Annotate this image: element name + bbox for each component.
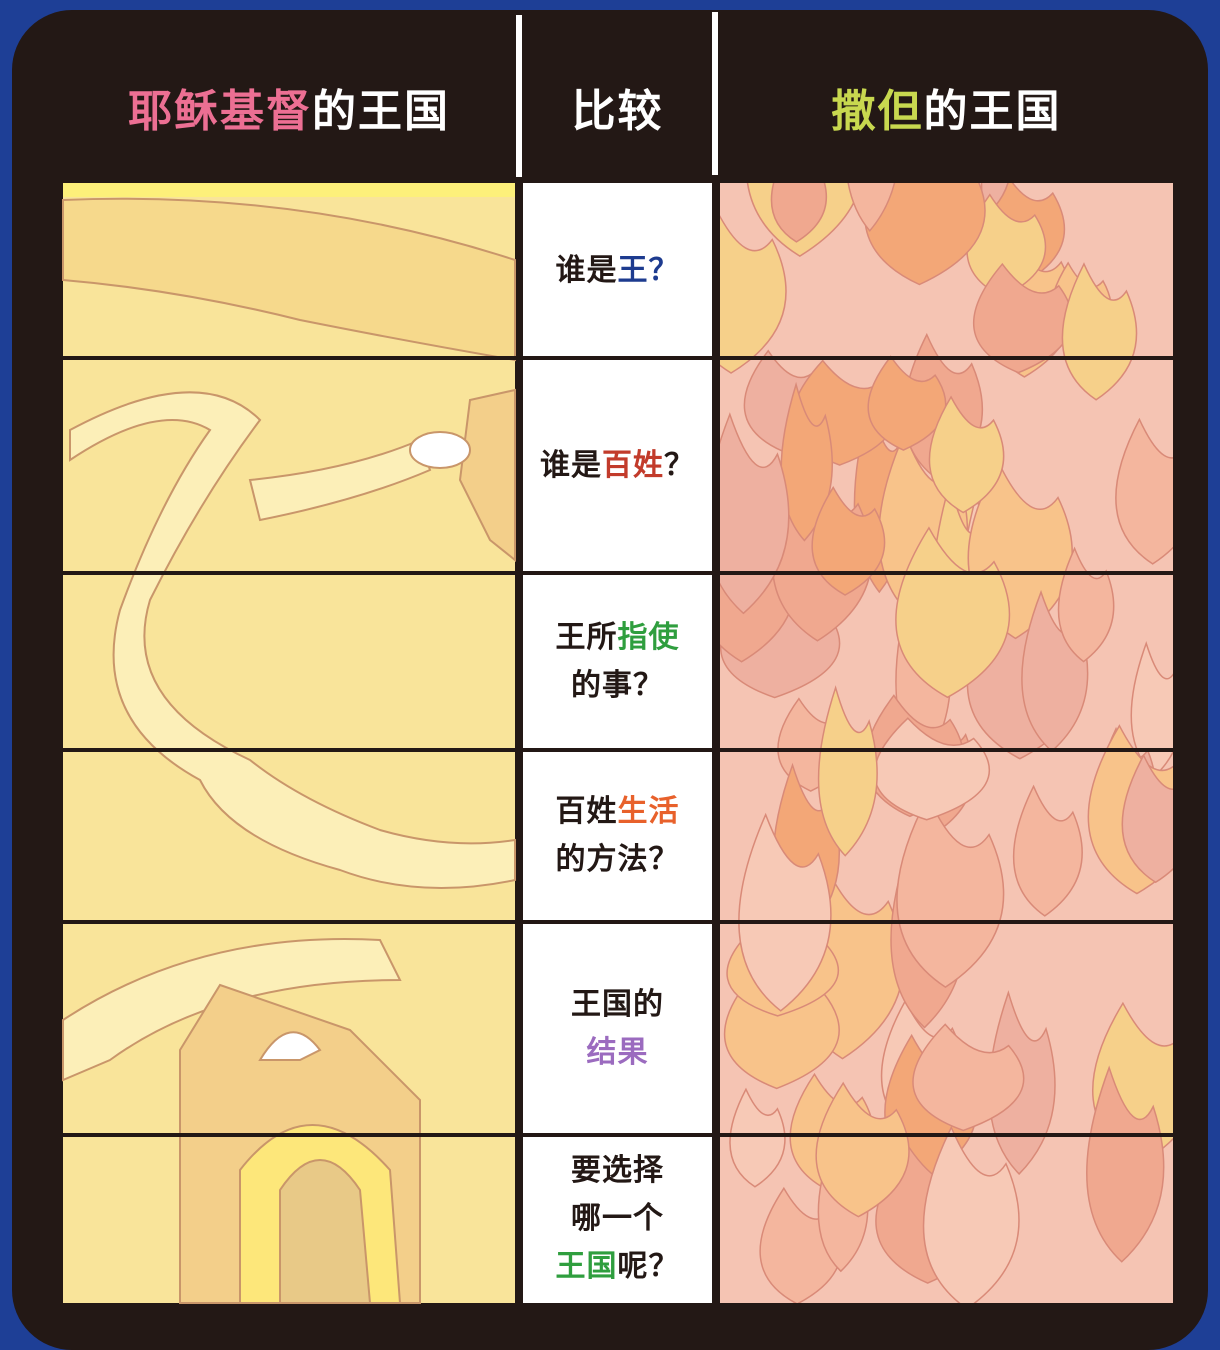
road: [69, 391, 516, 889]
flame: [922, 1125, 1020, 1303]
sky: [63, 183, 515, 197]
text-segment: 王所: [555, 619, 618, 655]
text-segment: 呢？: [617, 1249, 680, 1284]
question-column: [523, 183, 712, 1303]
flame: [1086, 1065, 1165, 1263]
text-segment: 的王国: [923, 86, 1062, 137]
flame: [966, 193, 1047, 298]
text-segment: 结果: [586, 1034, 649, 1070]
flame: [729, 1087, 786, 1188]
flame: [815, 1081, 910, 1218]
gate: [279, 1159, 372, 1304]
tower: [458, 388, 516, 563]
text-segment: 的王国: [312, 86, 450, 137]
text-line: 谁是王？: [556, 247, 680, 295]
text-line: 要选择: [571, 1147, 664, 1195]
text-line: 哪一个: [571, 1195, 664, 1243]
text-segment: 指使: [617, 619, 680, 655]
window: [409, 431, 471, 469]
text-segment: 比较: [571, 86, 664, 137]
road: [248, 438, 432, 522]
text-segment: 王国: [555, 1249, 618, 1284]
column-header: 撒但的王国: [720, 80, 1173, 144]
text-segment: 的方法？: [555, 842, 680, 877]
text-line: 的事？: [571, 662, 664, 710]
question-cell: 王国的 结果: [523, 922, 712, 1135]
question-cell: 谁是王？: [523, 183, 712, 358]
text-line: 结果: [587, 1029, 649, 1077]
text-segment: 要选择: [571, 1153, 664, 1188]
flame: [770, 183, 828, 243]
flame: [738, 812, 832, 1012]
flame: [864, 183, 986, 286]
flame: [817, 685, 878, 857]
column-header: 耶稣基督的王国: [63, 80, 515, 144]
text-line: 王国呢？: [556, 1243, 680, 1291]
flame: [847, 183, 896, 232]
text-segment: 哪一个: [571, 1201, 664, 1236]
text-segment: 百姓: [602, 447, 664, 483]
text-segment: 的事？: [571, 667, 664, 703]
flame: [720, 214, 787, 374]
text-line: 王国的: [571, 981, 664, 1029]
flame: [1012, 784, 1083, 917]
text-segment: 耶稣基督: [128, 86, 312, 137]
road: [62, 938, 402, 1082]
flame: [1061, 262, 1138, 401]
text-segment: 谁是: [555, 252, 618, 288]
flame: [912, 1023, 1025, 1132]
text-segment: ？: [648, 252, 680, 288]
text-line: 百姓生活: [556, 788, 680, 836]
text-segment: 撒但: [831, 86, 924, 137]
text-segment: 生活: [617, 794, 680, 829]
question-cell: 王所指使的事？: [523, 573, 712, 750]
question-cell: 要选择哪一个王国呢？: [523, 1135, 712, 1303]
flame: [1130, 641, 1173, 778]
text-line: 的方法？: [556, 836, 680, 884]
question-cell: 百姓生活的方法？: [523, 750, 712, 922]
flame: [895, 526, 1011, 699]
text-line: 王所指使: [556, 614, 680, 662]
text-segment: 谁是: [540, 447, 602, 483]
flame: [928, 395, 1005, 514]
text-segment: 百姓: [555, 794, 618, 829]
question-cell: 谁是百姓？: [523, 358, 712, 573]
text-segment: ？: [664, 447, 695, 483]
flame: [1021, 589, 1089, 753]
flame: [720, 412, 790, 615]
text-line: 谁是百姓？: [540, 442, 695, 490]
flame: [1121, 753, 1173, 884]
wall: [62, 197, 516, 362]
window: [258, 1031, 322, 1061]
flame: [1115, 417, 1173, 565]
flame: [811, 485, 886, 596]
text-segment: 王国的: [571, 986, 664, 1022]
column-header: 比较: [523, 80, 712, 144]
text-segment: 王: [617, 252, 649, 288]
